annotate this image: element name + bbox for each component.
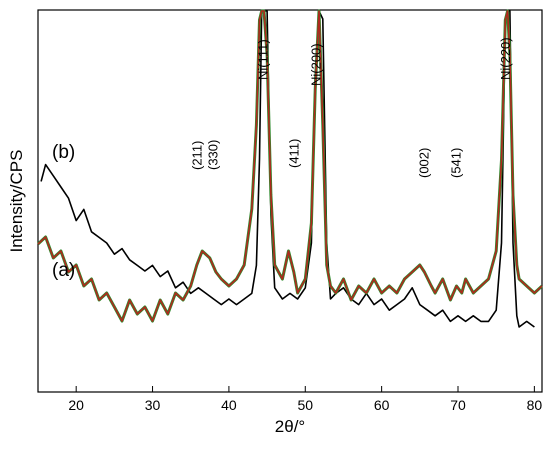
x-tick-label-80: 80 xyxy=(527,397,543,413)
peak-labels-layer: Ni(111) Ni(200) Ni(220) (211) (330) (411) (002… xyxy=(190,37,514,178)
x-tick-label-40: 40 xyxy=(221,397,237,413)
peak-label-2: Ni(220) xyxy=(498,37,513,80)
x-tick-label-50: 50 xyxy=(297,397,313,413)
series-a-line xyxy=(40,10,535,328)
curve-label-a: (a) xyxy=(52,260,75,281)
plot-frame xyxy=(37,9,543,393)
peak-label-5: (411) xyxy=(287,139,302,168)
curve-label-b: (b) xyxy=(52,142,75,163)
x-axis-title: 2θ/° xyxy=(275,417,305,436)
x-tick-label-70: 70 xyxy=(450,397,466,413)
y-axis-title: Intensity/CPS xyxy=(7,150,26,253)
peak-label-0: Ni(111) xyxy=(255,39,270,80)
series-b-line xyxy=(37,10,543,322)
peak-label-7: (541) xyxy=(448,148,463,178)
peak-label-1: Ni(200) xyxy=(309,43,324,86)
x-tick-label-60: 60 xyxy=(374,397,390,413)
peak-label-4: (330) xyxy=(206,140,221,170)
x-ticks-layer: 20 30 40 50 60 70 80 xyxy=(68,386,542,413)
peak-label-3: (211) xyxy=(190,141,205,170)
series-layer xyxy=(36,9,544,328)
x-tick-label-30: 30 xyxy=(145,397,161,413)
peak-label-6: (002) xyxy=(416,148,431,178)
x-tick-label-20: 20 xyxy=(68,397,84,413)
